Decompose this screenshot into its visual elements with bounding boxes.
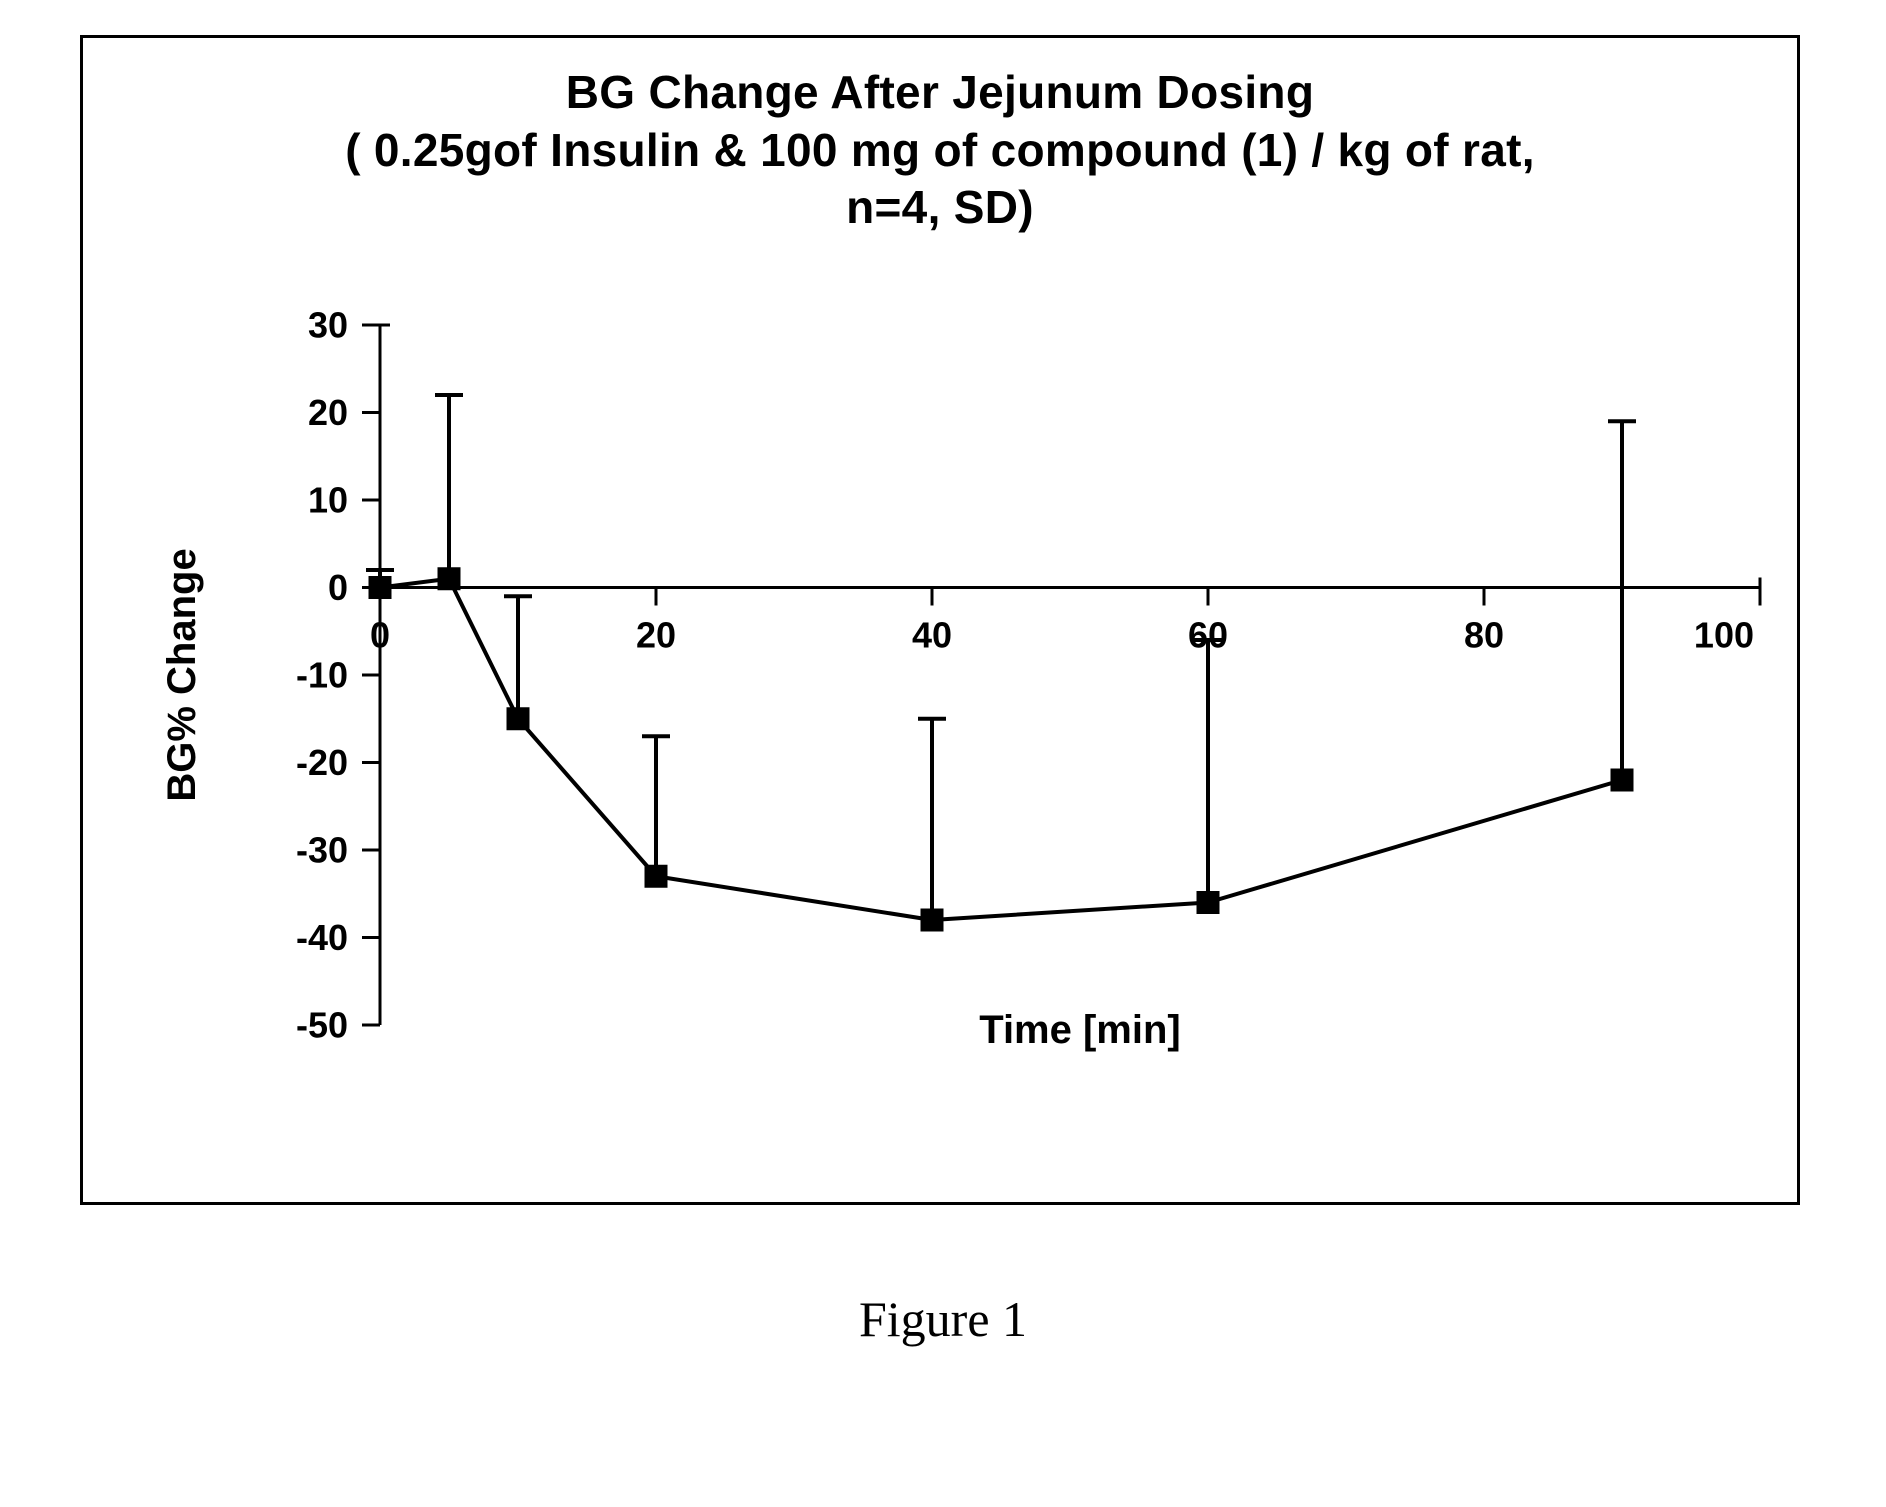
y-tick-label: 20 [308,392,348,433]
data-marker [921,909,943,931]
figure-caption: Figure 1 [0,1290,1886,1348]
data-marker [369,577,391,599]
x-tick-label: 0 [370,615,390,656]
data-marker [507,708,529,730]
data-marker [645,865,667,887]
x-tick-label: 20 [636,615,676,656]
y-tick-label: 0 [328,567,348,608]
chart-plot: -50-40-30-20-100102030020406080100BG% Ch… [80,35,1800,1205]
x-tick-label: 80 [1464,615,1504,656]
page: BG Change After Jejunum Dosing ( 0.25gof… [0,0,1886,1507]
y-tick-label: -50 [296,1005,348,1046]
data-marker [1611,769,1633,791]
y-tick-label: -40 [296,917,348,958]
series-line [380,579,1622,920]
y-tick-label: 10 [308,480,348,521]
y-axis-label: BG% Change [160,548,204,801]
x-tick-label: 100 [1694,615,1754,656]
y-tick-label: -30 [296,830,348,871]
y-tick-label: 30 [308,305,348,346]
y-tick-label: -10 [296,655,348,696]
y-tick-label: -20 [296,742,348,783]
x-axis-label: Time [min] [979,1008,1181,1052]
x-tick-label: 40 [912,615,952,656]
data-marker [438,568,460,590]
data-marker [1197,892,1219,914]
